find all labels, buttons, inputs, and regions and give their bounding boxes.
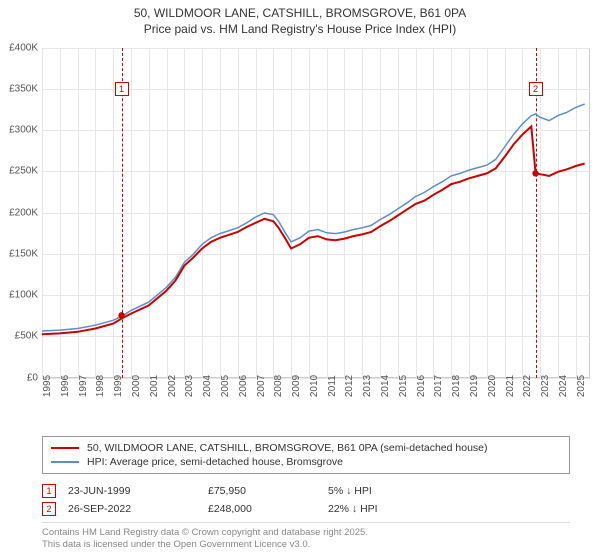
sale-point (118, 312, 124, 318)
legend-item: HPI: Average price, semi-detached house,… (51, 455, 561, 469)
series-lines (0, 40, 600, 430)
legend: 50, WILDMOOR LANE, CATSHILL, BROMSGROVE,… (42, 436, 570, 474)
chart-title-line2: Price paid vs. HM Land Registry's House … (0, 22, 600, 40)
marker-row: 1 23-JUN-1999 £75,950 5% ↓ HPI (42, 482, 570, 500)
legend-label: HPI: Average price, semi-detached house,… (87, 456, 343, 468)
marker-row: 2 26-SEP-2022 £248,000 22% ↓ HPI (42, 500, 570, 518)
footer-line: Contains HM Land Registry data © Crown c… (42, 527, 570, 539)
marker-delta: 5% ↓ HPI (328, 485, 448, 497)
legend-swatch (51, 461, 79, 463)
legend-label: 50, WILDMOOR LANE, CATSHILL, BROMSGROVE,… (87, 442, 488, 454)
series-hpi (42, 104, 585, 331)
legend-item: 50, WILDMOOR LANE, CATSHILL, BROMSGROVE,… (51, 441, 561, 455)
marker-price: £75,950 (208, 485, 328, 497)
marker-price: £248,000 (208, 503, 328, 515)
price-chart: £0£50K£100K£150K£200K£250K£300K£350K£400… (0, 40, 600, 430)
chart-container: 50, WILDMOOR LANE, CATSHILL, BROMSGROVE,… (0, 0, 600, 560)
legend-swatch (51, 447, 79, 449)
marker-date: 23-JUN-1999 (68, 485, 208, 497)
marker-badge: 2 (42, 502, 56, 516)
footer-line: This data is licensed under the Open Gov… (42, 539, 570, 551)
attribution-footer: Contains HM Land Registry data © Crown c… (42, 522, 570, 552)
chart-title-line1: 50, WILDMOOR LANE, CATSHILL, BROMSGROVE,… (0, 0, 600, 22)
marker-table: 1 23-JUN-1999 £75,950 5% ↓ HPI 2 26-SEP-… (42, 482, 570, 518)
marker-date: 26-SEP-2022 (68, 503, 208, 515)
marker-delta: 22% ↓ HPI (328, 503, 448, 515)
marker-badge: 1 (42, 484, 56, 498)
sale-point (532, 170, 538, 176)
